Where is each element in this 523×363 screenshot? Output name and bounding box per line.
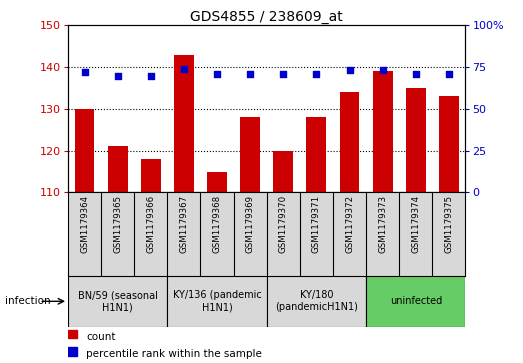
Bar xyxy=(75,109,95,192)
Bar xyxy=(167,276,267,327)
Bar xyxy=(339,92,359,192)
Text: GSM1179364: GSM1179364 xyxy=(80,195,89,253)
Bar xyxy=(306,117,326,192)
Text: GSM1179369: GSM1179369 xyxy=(246,195,255,253)
Bar xyxy=(373,71,393,192)
Point xyxy=(180,66,188,72)
Bar xyxy=(108,147,128,192)
Point xyxy=(246,71,254,77)
Text: percentile rank within the sample: percentile rank within the sample xyxy=(86,349,262,359)
Point xyxy=(81,69,89,75)
Bar xyxy=(68,347,77,356)
Text: GSM1179374: GSM1179374 xyxy=(411,195,420,253)
Bar xyxy=(366,276,465,327)
Point xyxy=(213,71,221,77)
Text: KY/180
(pandemicH1N1): KY/180 (pandemicH1N1) xyxy=(275,290,358,312)
Text: GSM1179370: GSM1179370 xyxy=(279,195,288,253)
Title: GDS4855 / 238609_at: GDS4855 / 238609_at xyxy=(190,11,343,24)
Text: GSM1179365: GSM1179365 xyxy=(113,195,122,253)
Point xyxy=(345,68,354,73)
Bar xyxy=(174,55,194,192)
Point xyxy=(412,71,420,77)
Bar xyxy=(267,276,366,327)
Text: count: count xyxy=(86,331,116,342)
Text: GSM1179367: GSM1179367 xyxy=(179,195,188,253)
Text: GSM1179368: GSM1179368 xyxy=(212,195,222,253)
Text: infection: infection xyxy=(5,296,51,306)
Bar xyxy=(240,117,260,192)
Text: GSM1179373: GSM1179373 xyxy=(378,195,387,253)
Point xyxy=(279,71,288,77)
Text: GSM1179375: GSM1179375 xyxy=(445,195,453,253)
Point xyxy=(445,71,453,77)
Point xyxy=(113,73,122,78)
Text: uninfected: uninfected xyxy=(390,296,442,306)
Bar xyxy=(207,172,227,192)
Text: KY/136 (pandemic
H1N1): KY/136 (pandemic H1N1) xyxy=(173,290,262,312)
Text: GSM1179372: GSM1179372 xyxy=(345,195,354,253)
Text: BN/59 (seasonal
H1N1): BN/59 (seasonal H1N1) xyxy=(78,290,157,312)
Point xyxy=(312,71,321,77)
Text: GSM1179371: GSM1179371 xyxy=(312,195,321,253)
Bar xyxy=(141,159,161,192)
Bar xyxy=(68,330,77,338)
Text: GSM1179366: GSM1179366 xyxy=(146,195,155,253)
Bar xyxy=(274,151,293,192)
Point xyxy=(146,73,155,78)
Bar xyxy=(439,97,459,192)
Point xyxy=(379,68,387,73)
Bar xyxy=(406,88,426,192)
Bar xyxy=(68,276,167,327)
